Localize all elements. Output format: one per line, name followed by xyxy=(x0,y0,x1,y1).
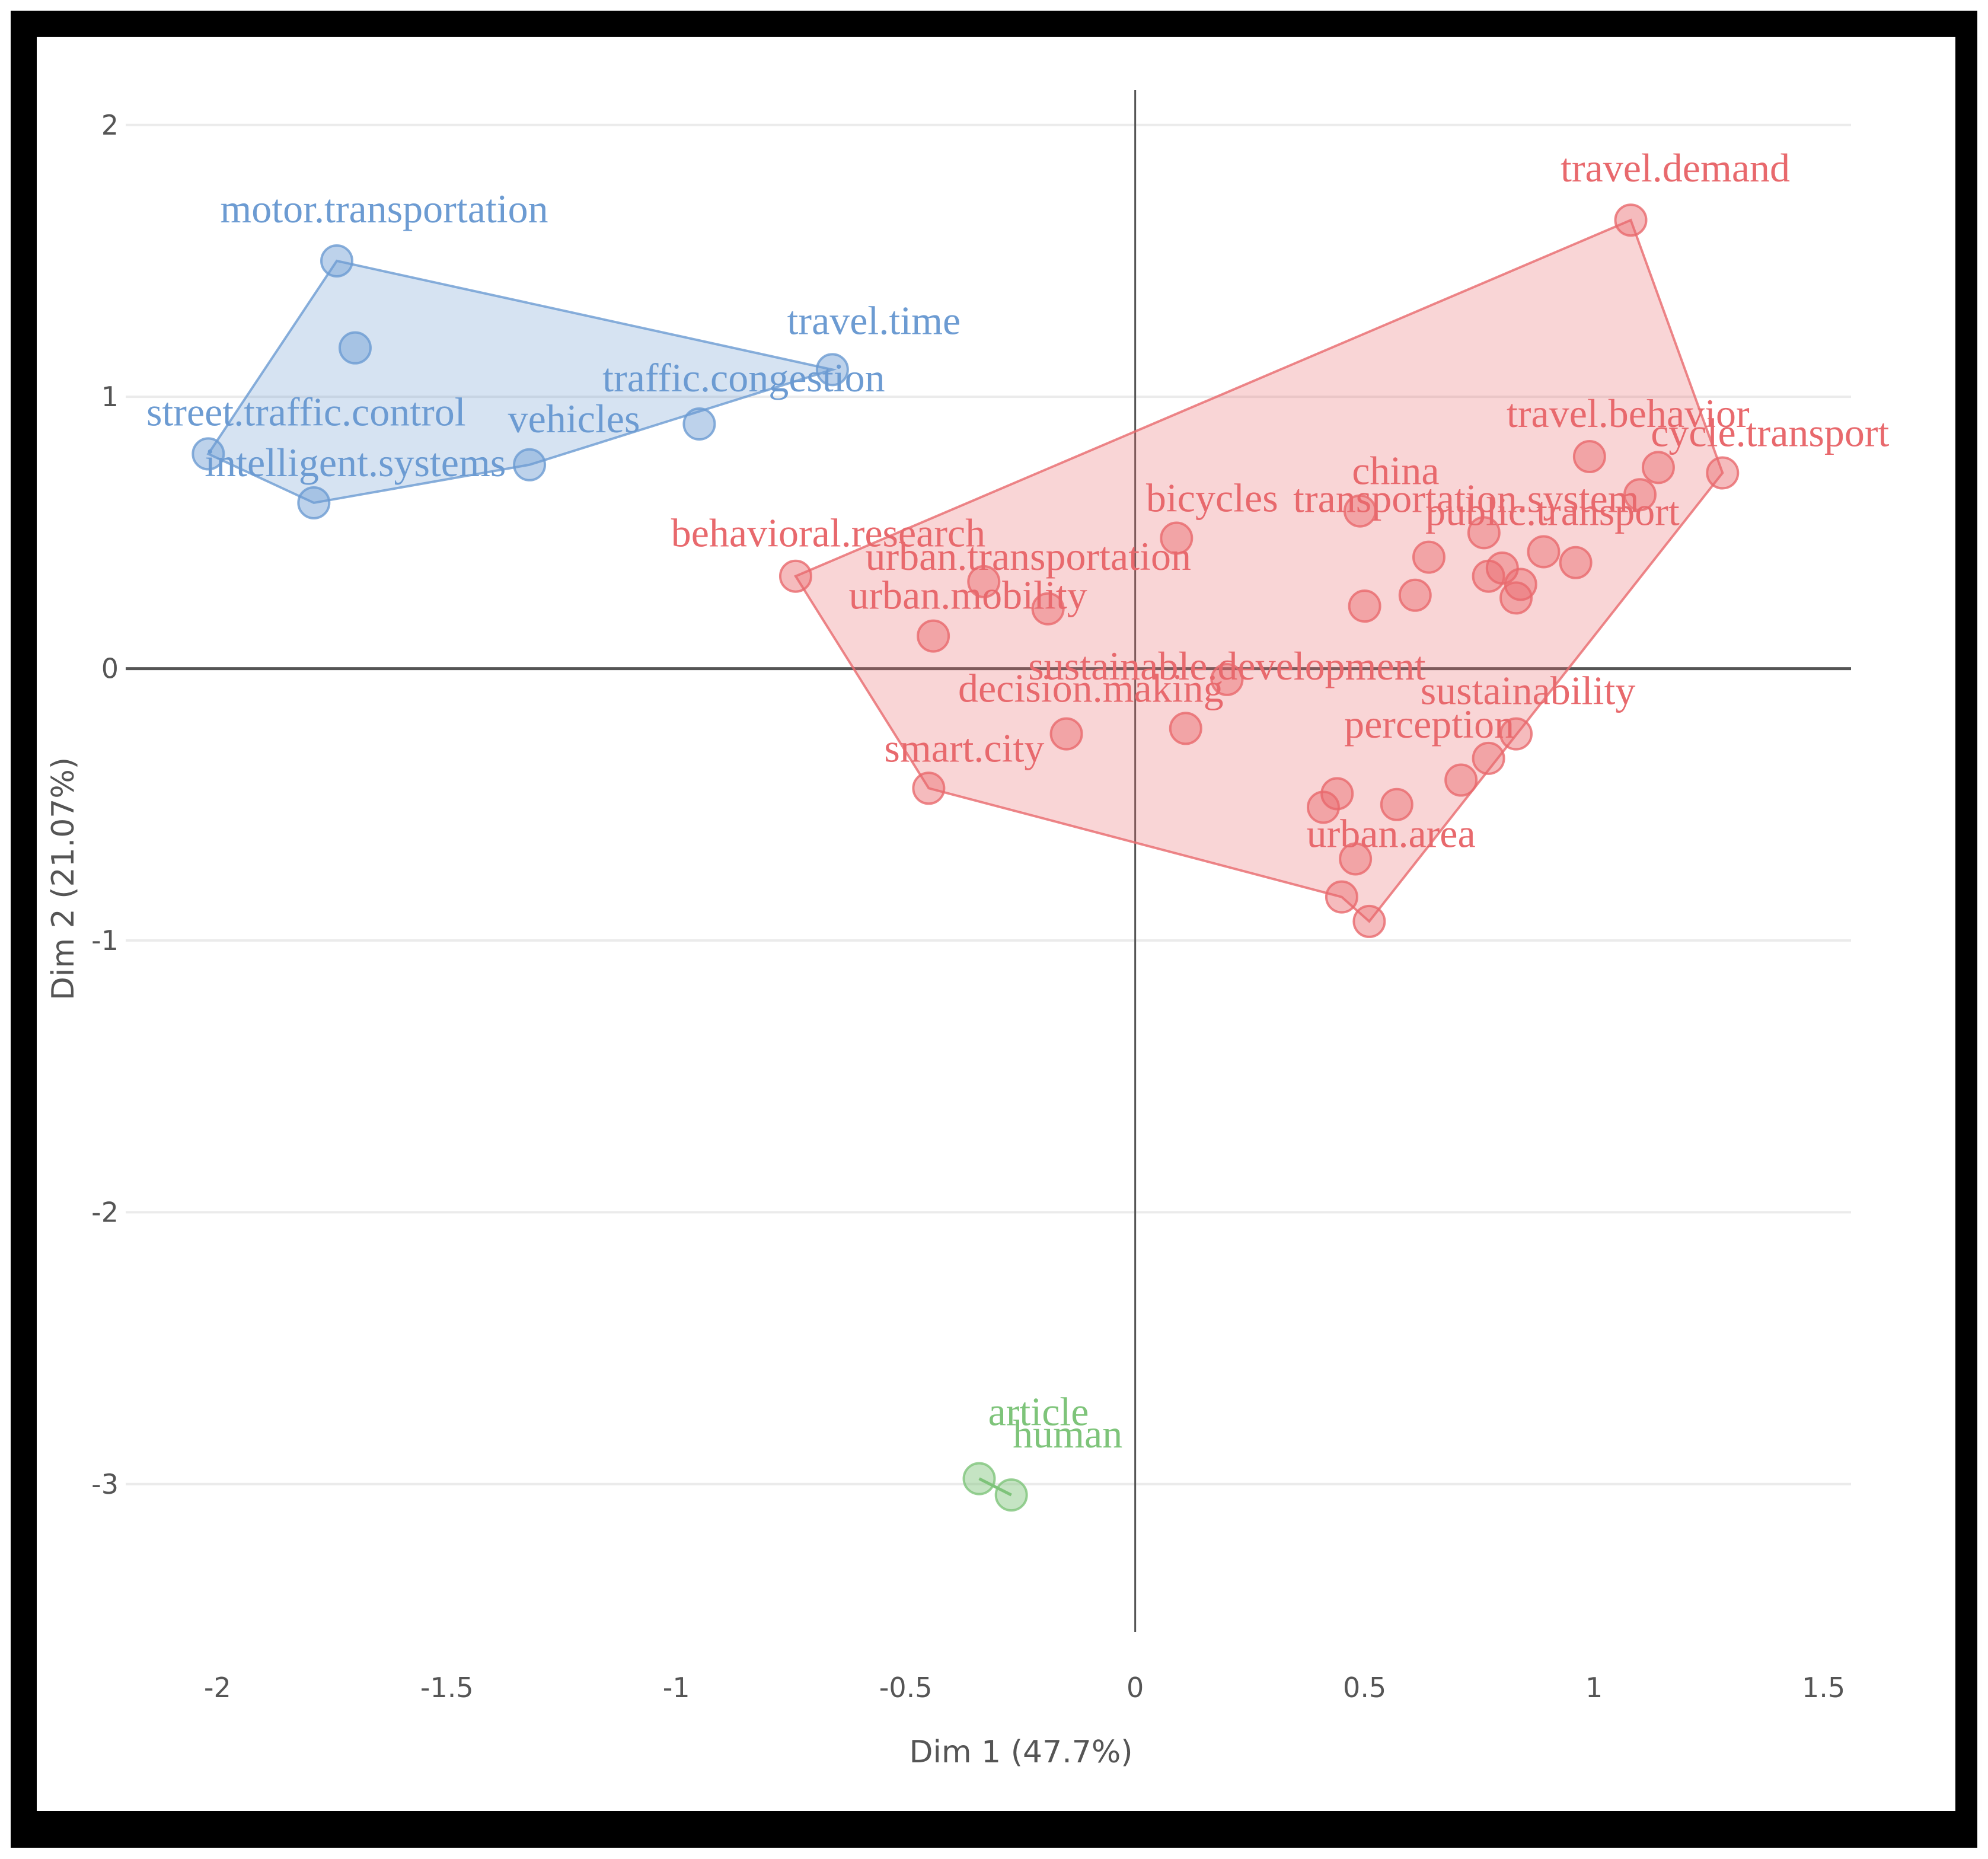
x-tick-label: 0.5 xyxy=(1343,1672,1386,1704)
data-point-public-transport xyxy=(1527,535,1561,569)
data-point-article xyxy=(962,1462,996,1496)
data-point xyxy=(1306,790,1340,824)
point-label-traffic-congestion: traffic.congestion xyxy=(602,355,885,400)
image-border: motor.transportation travel.time traffic.c… xyxy=(11,11,1977,1848)
point-label-intelligent-systems: intelligent.systems xyxy=(205,440,506,485)
point-label-smart-city: smart.city xyxy=(884,725,1044,770)
data-point-urban-transportation xyxy=(967,565,1001,598)
data-point xyxy=(1472,559,1505,593)
data-point xyxy=(1348,589,1381,623)
x-tick-label: -1.5 xyxy=(420,1672,474,1704)
data-point-motor-transportation xyxy=(320,244,354,278)
chart-panel: motor.transportation travel.time traffic.c… xyxy=(37,37,1955,1811)
scatter-chart: motor.transportation travel.time traffic.c… xyxy=(46,90,1890,1770)
point-label-sustainability: sustainability xyxy=(1421,668,1636,713)
data-point xyxy=(338,331,372,365)
data-point-street-traffic-control xyxy=(192,437,225,471)
point-label-perception: perception xyxy=(1344,701,1514,747)
y-tick-label: 1 xyxy=(101,381,119,413)
y-tick-label: 0 xyxy=(101,653,119,685)
data-point-urban-mobility xyxy=(1031,592,1065,626)
x-tick-label: -2 xyxy=(204,1672,231,1704)
data-point-decision-making xyxy=(1169,712,1202,745)
point-label-public-transport: public.transport xyxy=(1425,489,1680,534)
tick-layer: 2 1 0 -1 -2 -3 -2 -1.5 -1 -0.5 0 0.5 1 1.5 xyxy=(91,109,1845,1704)
point-label-street-traffic-control: street.traffic.control xyxy=(146,389,466,434)
data-point xyxy=(917,619,950,653)
data-point-smart-city xyxy=(912,771,946,805)
data-point xyxy=(1641,451,1675,484)
data-point-perception xyxy=(1472,741,1505,775)
y-tick-label: -1 xyxy=(91,924,119,956)
x-tick-label: 0 xyxy=(1127,1672,1144,1704)
point-layer xyxy=(192,203,1740,1512)
data-point-travel-time xyxy=(815,353,849,387)
x-tick-label: -1 xyxy=(663,1672,690,1704)
point-label-article: article xyxy=(988,1389,1089,1434)
data-point xyxy=(1352,904,1386,938)
point-label-china: china xyxy=(1352,448,1439,493)
x-tick-label: 1 xyxy=(1585,1672,1603,1704)
data-point xyxy=(1444,763,1478,797)
hull-layer xyxy=(206,218,1724,1497)
point-label-urban-transportation: urban.transportation xyxy=(866,534,1192,579)
point-label-decision-making: decision.making xyxy=(958,665,1224,710)
y-axis-title: Dim 2 (21.07%) xyxy=(46,757,81,1000)
data-point-vehicles xyxy=(513,448,547,482)
label-layer: motor.transportation travel.time traffic.c… xyxy=(146,145,1890,1456)
point-label-behavioral-research: behavioral.research xyxy=(671,511,985,556)
point-label-travel-behavior: travel.behavior xyxy=(1507,391,1750,436)
point-label-travel-time: travel.time xyxy=(787,298,961,343)
point-label-motor-transportation: motor.transportation xyxy=(220,186,548,231)
data-point-bicycles xyxy=(1160,521,1194,555)
point-label-human: human xyxy=(1013,1411,1122,1456)
data-point-intelligent-systems xyxy=(297,486,331,519)
point-label-vehicles: vehicles xyxy=(508,396,640,441)
data-point-transportation-system xyxy=(1467,516,1501,550)
cluster-3-hull xyxy=(978,1477,1012,1497)
x-tick-label: -0.5 xyxy=(879,1672,933,1704)
y-tick-label: -2 xyxy=(91,1196,119,1228)
data-point xyxy=(1380,787,1413,821)
data-point-sustainability xyxy=(1499,717,1533,751)
data-point-human xyxy=(994,1478,1028,1512)
data-point-behavioral-research xyxy=(778,559,812,593)
x-axis-title: Dim 1 (47.7%) xyxy=(909,1734,1132,1770)
x-tick-label: 1.5 xyxy=(1802,1672,1845,1704)
y-tick-label: 2 xyxy=(101,109,119,141)
point-label-urban-mobility: urban.mobility xyxy=(848,573,1087,618)
data-point-travel-demand xyxy=(1614,203,1648,237)
cluster-2-hull xyxy=(794,218,1724,923)
data-point xyxy=(1325,880,1358,914)
data-point-urban-area xyxy=(1339,842,1373,876)
point-label-sustainable-development: sustainable.development xyxy=(1028,643,1425,688)
data-point-sustainable-development xyxy=(1210,662,1244,696)
data-point-china xyxy=(1343,494,1377,528)
data-point-traffic-congestion xyxy=(682,407,716,441)
data-point-travel-behavior xyxy=(1572,440,1606,474)
data-point xyxy=(1049,717,1083,751)
data-point xyxy=(1623,478,1657,512)
axis-layer xyxy=(126,90,1851,1632)
data-point-cycle-transport xyxy=(1706,456,1740,490)
cluster-1-hull xyxy=(206,259,837,505)
point-label-transportation-system: transportation.system xyxy=(1293,476,1639,521)
data-point xyxy=(1398,578,1432,612)
data-point xyxy=(1412,540,1445,574)
data-point xyxy=(1559,546,1593,579)
data-point xyxy=(1499,581,1533,615)
point-label-cycle-transport: cycle.transport xyxy=(1651,410,1889,455)
point-label-urban-area: urban.area xyxy=(1307,811,1476,856)
point-label-travel-demand: travel.demand xyxy=(1561,145,1790,190)
data-point xyxy=(1320,777,1354,811)
y-tick-label: -3 xyxy=(91,1468,119,1500)
point-label-bicycles: bicycles xyxy=(1146,476,1278,521)
